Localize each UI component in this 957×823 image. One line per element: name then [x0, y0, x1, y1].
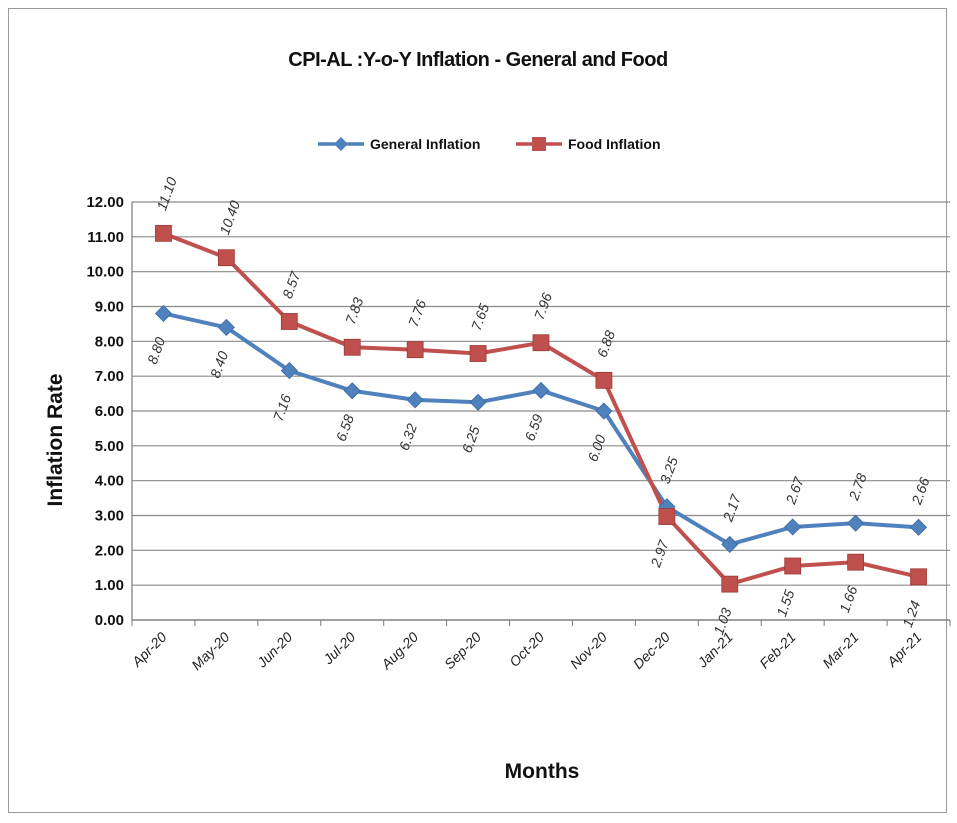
y-tick-label: 7.00 [95, 368, 124, 385]
data-label-food: 11.10 [153, 175, 180, 213]
data-label-general: 6.25 [459, 424, 483, 455]
x-tick-label: Sep-20 [441, 629, 484, 672]
legend-label: Food Inflation [568, 136, 661, 152]
data-point-general [848, 515, 864, 531]
data-point-food [848, 554, 864, 570]
data-point-food [470, 346, 486, 362]
data-point-general [344, 383, 360, 399]
data-label-general: 8.40 [207, 349, 231, 380]
data-point-general [407, 392, 423, 408]
x-tick-label: Oct-20 [506, 629, 547, 670]
data-point-food [911, 569, 927, 585]
data-label-general: 8.80 [144, 335, 168, 366]
data-label-general: 6.59 [521, 412, 545, 443]
legend-label: General Inflation [370, 136, 480, 152]
x-tick-label: Jul-20 [319, 629, 358, 668]
legend-marker-diamond [334, 137, 348, 151]
y-tick-label: 9.00 [95, 299, 124, 316]
y-tick-label: 11.00 [87, 229, 124, 246]
x-tick-label: May-20 [188, 629, 232, 673]
data-point-general [533, 382, 549, 398]
series-markers [155, 225, 926, 592]
data-label-food: 7.83 [342, 295, 366, 326]
data-point-food [344, 339, 360, 355]
y-tick-labels: 0.00 1.00 2.00 3.00 4.00 5.00 6.00 7.00 8.00 9.00… [86, 194, 124, 629]
x-tick-labels: Apr-20 May-20 Jun-20 Jul-20 Aug-20 Sep-20 Oct-… [128, 629, 925, 673]
data-label-food: 10.40 [216, 198, 243, 237]
data-label-general: 6.32 [396, 421, 420, 452]
data-point-food [659, 509, 675, 525]
data-point-general [785, 519, 801, 535]
data-label-general: 6.00 [584, 432, 608, 463]
data-label-food: 1.55 [773, 587, 797, 618]
x-tick-label: Dec-20 [630, 629, 673, 672]
y-tick-label: 10.00 [86, 264, 124, 281]
legend: General Inflation Food Inflation [318, 136, 661, 152]
data-point-food [722, 576, 738, 592]
data-point-food [155, 225, 171, 241]
data-label-food: 8.57 [279, 268, 304, 300]
gridlines [132, 202, 950, 620]
data-label-general: 7.16 [270, 392, 294, 423]
y-axis-title: Inflation Rate [44, 373, 67, 506]
data-label-food: 1.03 [710, 605, 734, 636]
y-tick-label: 8.00 [95, 333, 124, 350]
data-point-food [533, 335, 549, 351]
y-tick-label: 3.00 [95, 508, 124, 525]
data-point-general [470, 394, 486, 410]
x-tick-label: Jun-20 [253, 629, 295, 671]
x-tick-label: Apr-20 [128, 629, 170, 671]
data-label-general: 2.78 [845, 471, 870, 503]
data-label-food: 6.88 [594, 328, 618, 359]
y-tick-label: 5.00 [95, 438, 124, 455]
y-tick-label: 0.00 [95, 612, 124, 629]
data-point-food [218, 250, 234, 266]
data-point-food [407, 342, 423, 358]
data-point-food [281, 313, 297, 329]
x-tick-label: Nov-20 [567, 629, 610, 672]
data-label-food: 1.66 [836, 584, 860, 615]
y-tick-label: 1.00 [95, 577, 124, 594]
data-point-food [596, 372, 612, 388]
data-point-general [155, 305, 171, 321]
y-tick-label: 4.00 [95, 473, 124, 490]
y-tick-label: 6.00 [95, 403, 124, 420]
x-tick-label: Mar-21 [819, 629, 861, 671]
data-label-food: 2.97 [647, 537, 672, 570]
y-tick-label: 2.00 [95, 542, 124, 559]
data-label-general: 2.66 [908, 475, 933, 507]
x-tick-label: Feb-21 [756, 629, 799, 672]
data-label-general: 2.67 [782, 474, 807, 507]
legend-marker-square [532, 137, 546, 151]
data-label-general: 6.58 [333, 412, 357, 443]
data-label-general: 2.17 [719, 491, 744, 524]
x-tick-label: Jan-21 [694, 629, 736, 671]
data-label-food: 1.24 [899, 598, 923, 629]
x-tick-label: Aug-20 [377, 629, 421, 673]
data-point-food [785, 558, 801, 574]
y-tick-label: 12.00 [86, 194, 124, 211]
x-tick-label: Apr-21 [883, 629, 925, 671]
chart-title: CPI-AL :Y-o-Y Inflation - General and Fo… [288, 49, 667, 71]
x-axis-title: Months [505, 760, 580, 783]
data-point-general [911, 519, 927, 535]
data-label-food: 7.76 [405, 297, 429, 328]
